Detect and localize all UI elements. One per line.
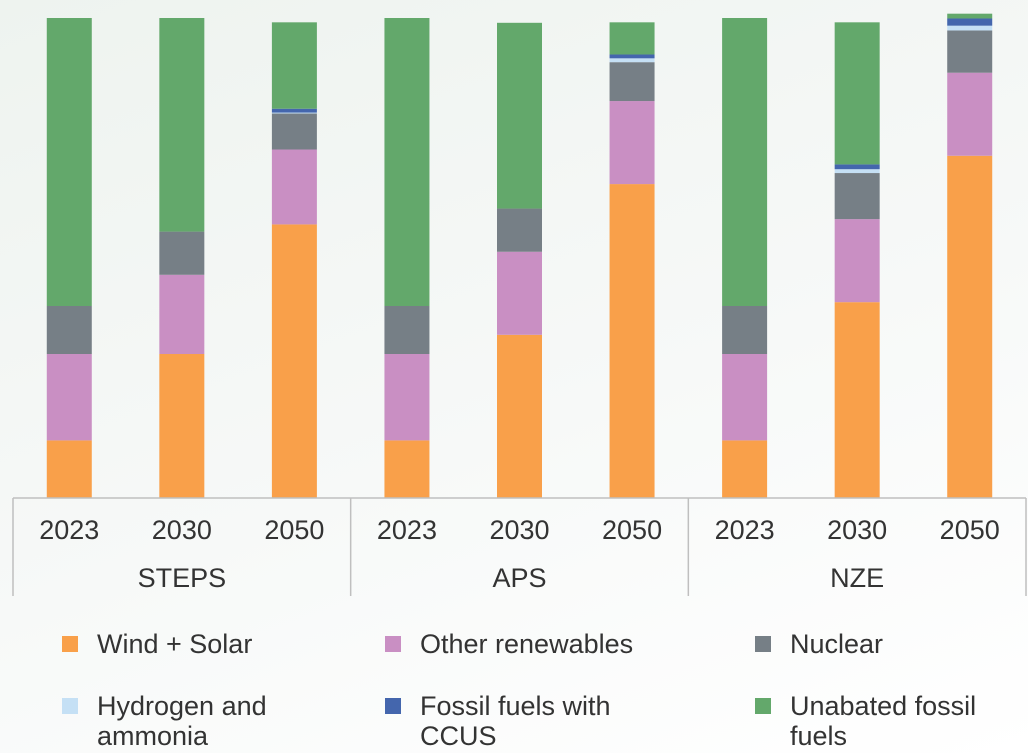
bar-segment xyxy=(947,18,993,26)
x-tick-label: 2050 xyxy=(940,515,1000,545)
bar-segment xyxy=(46,354,92,441)
bar-segment xyxy=(271,112,317,114)
bar-segment xyxy=(384,440,430,498)
bar-segment xyxy=(947,13,993,19)
bar-segment xyxy=(834,173,880,220)
legend-label: Unabated fossil fuels xyxy=(790,691,977,751)
x-tick-label: 2030 xyxy=(152,515,212,545)
bar-segment xyxy=(609,184,655,498)
legend-label: Hydrogen and ammonia xyxy=(97,691,267,751)
x-tick-label: 2023 xyxy=(39,515,99,545)
bar-segment xyxy=(722,18,768,306)
bar-segment xyxy=(497,251,542,335)
bar-segment xyxy=(384,306,430,354)
bar-segment xyxy=(384,18,430,306)
bar-segment xyxy=(834,169,880,174)
bar-segment xyxy=(947,25,993,31)
legend-label: Nuclear xyxy=(790,629,884,659)
legend-item: Hydrogen and ammonia xyxy=(62,691,292,751)
bar-segment xyxy=(609,22,655,55)
legend-swatch xyxy=(62,636,78,652)
bar-segment xyxy=(609,101,655,185)
legend-item: Wind + Solar xyxy=(62,629,292,659)
bar-segment xyxy=(947,72,993,156)
legend-swatch xyxy=(755,698,771,714)
bar-segment xyxy=(834,302,880,498)
bar-segment xyxy=(271,22,317,109)
legend-item: Nuclear xyxy=(755,629,1015,659)
bar-segment xyxy=(46,18,92,306)
x-tick-label: 2030 xyxy=(489,515,549,545)
bar-segment xyxy=(722,440,768,498)
legend-label: Wind + Solar xyxy=(97,629,253,659)
bar-segment xyxy=(46,440,92,498)
legend-label: Fossil fuels with CCUS xyxy=(420,691,611,751)
legend-swatch xyxy=(385,698,401,714)
bar-segment xyxy=(834,22,880,165)
bar-segment xyxy=(384,354,430,441)
bar-segment xyxy=(609,62,655,102)
legend-item: Fossil fuels with CCUS xyxy=(385,691,645,751)
x-tick-label: 2023 xyxy=(377,515,437,545)
bar-segment xyxy=(271,113,317,150)
bar-segment xyxy=(497,334,542,498)
bar-segment xyxy=(271,108,317,113)
x-tick-label: 2050 xyxy=(264,515,324,545)
bar-segment xyxy=(271,224,317,498)
bar-segment xyxy=(947,155,993,498)
bar-segment xyxy=(947,30,993,73)
bar-segment xyxy=(159,18,205,232)
group-label: APS xyxy=(492,563,546,593)
bar-segment xyxy=(497,208,542,252)
group-label: NZE xyxy=(830,563,884,593)
bar-segment xyxy=(46,306,92,354)
legend-item: Other renewables xyxy=(385,629,645,659)
chart: 2023 2030 2050 2023 2030 2050 2023 2030 2050 STEP… xyxy=(12,13,1027,596)
x-tick-label: 2030 xyxy=(827,515,887,545)
x-tick-label: 2050 xyxy=(602,515,662,545)
bar-segment xyxy=(271,149,317,225)
bar-segment xyxy=(159,231,205,275)
bar-segment xyxy=(497,22,542,209)
group-label: STEPS xyxy=(138,563,227,593)
bar-segment xyxy=(609,58,655,63)
legend-label: Other renewables xyxy=(420,629,634,659)
bar-segment xyxy=(834,164,880,170)
legend-swatch xyxy=(385,636,401,652)
bar-segment xyxy=(834,219,880,303)
legend-swatch xyxy=(62,698,78,714)
bar-segment xyxy=(722,306,768,354)
bar-segment xyxy=(159,274,205,354)
legend-item: Unabated fossil fuels xyxy=(755,691,1015,751)
bar-segment xyxy=(722,354,768,441)
legend-swatch xyxy=(755,636,771,652)
x-tick-label: 2023 xyxy=(715,515,775,545)
bar-segment xyxy=(159,354,205,498)
bar-segment xyxy=(609,54,655,59)
